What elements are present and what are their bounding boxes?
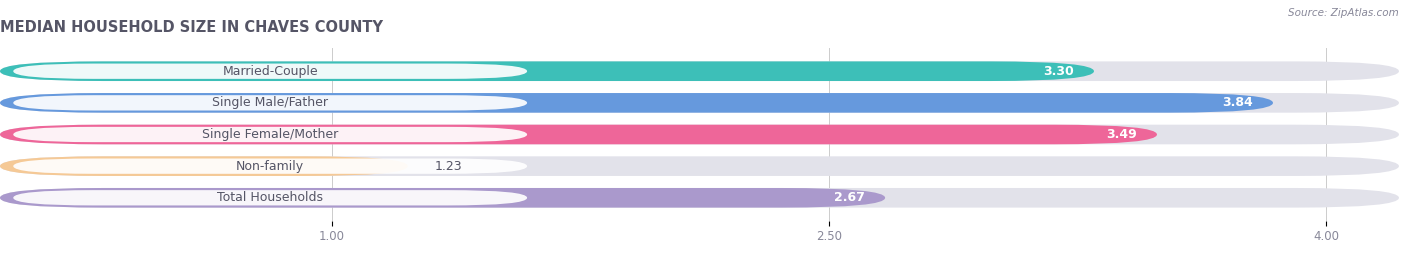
Text: 3.30: 3.30 [1043, 65, 1074, 78]
FancyBboxPatch shape [0, 93, 1399, 113]
FancyBboxPatch shape [0, 61, 1399, 81]
Text: Married-Couple: Married-Couple [222, 65, 318, 78]
FancyBboxPatch shape [13, 158, 527, 174]
Text: Source: ZipAtlas.com: Source: ZipAtlas.com [1288, 8, 1399, 18]
FancyBboxPatch shape [0, 125, 1157, 144]
FancyBboxPatch shape [13, 63, 527, 79]
Text: Single Male/Father: Single Male/Father [212, 96, 328, 109]
FancyBboxPatch shape [0, 125, 1399, 144]
FancyBboxPatch shape [0, 156, 1399, 176]
Text: 3.84: 3.84 [1222, 96, 1253, 109]
Text: 1.23: 1.23 [434, 160, 463, 173]
Text: Non-family: Non-family [236, 160, 304, 173]
Text: 3.49: 3.49 [1107, 128, 1137, 141]
FancyBboxPatch shape [0, 156, 408, 176]
FancyBboxPatch shape [0, 188, 886, 208]
Text: 2.67: 2.67 [834, 191, 865, 204]
Text: Single Female/Mother: Single Female/Mother [202, 128, 339, 141]
Text: Total Households: Total Households [217, 191, 323, 204]
FancyBboxPatch shape [0, 93, 1272, 113]
FancyBboxPatch shape [0, 188, 1399, 208]
FancyBboxPatch shape [13, 190, 527, 206]
FancyBboxPatch shape [13, 127, 527, 142]
Text: MEDIAN HOUSEHOLD SIZE IN CHAVES COUNTY: MEDIAN HOUSEHOLD SIZE IN CHAVES COUNTY [0, 20, 382, 35]
FancyBboxPatch shape [0, 61, 1094, 81]
FancyBboxPatch shape [13, 95, 527, 111]
